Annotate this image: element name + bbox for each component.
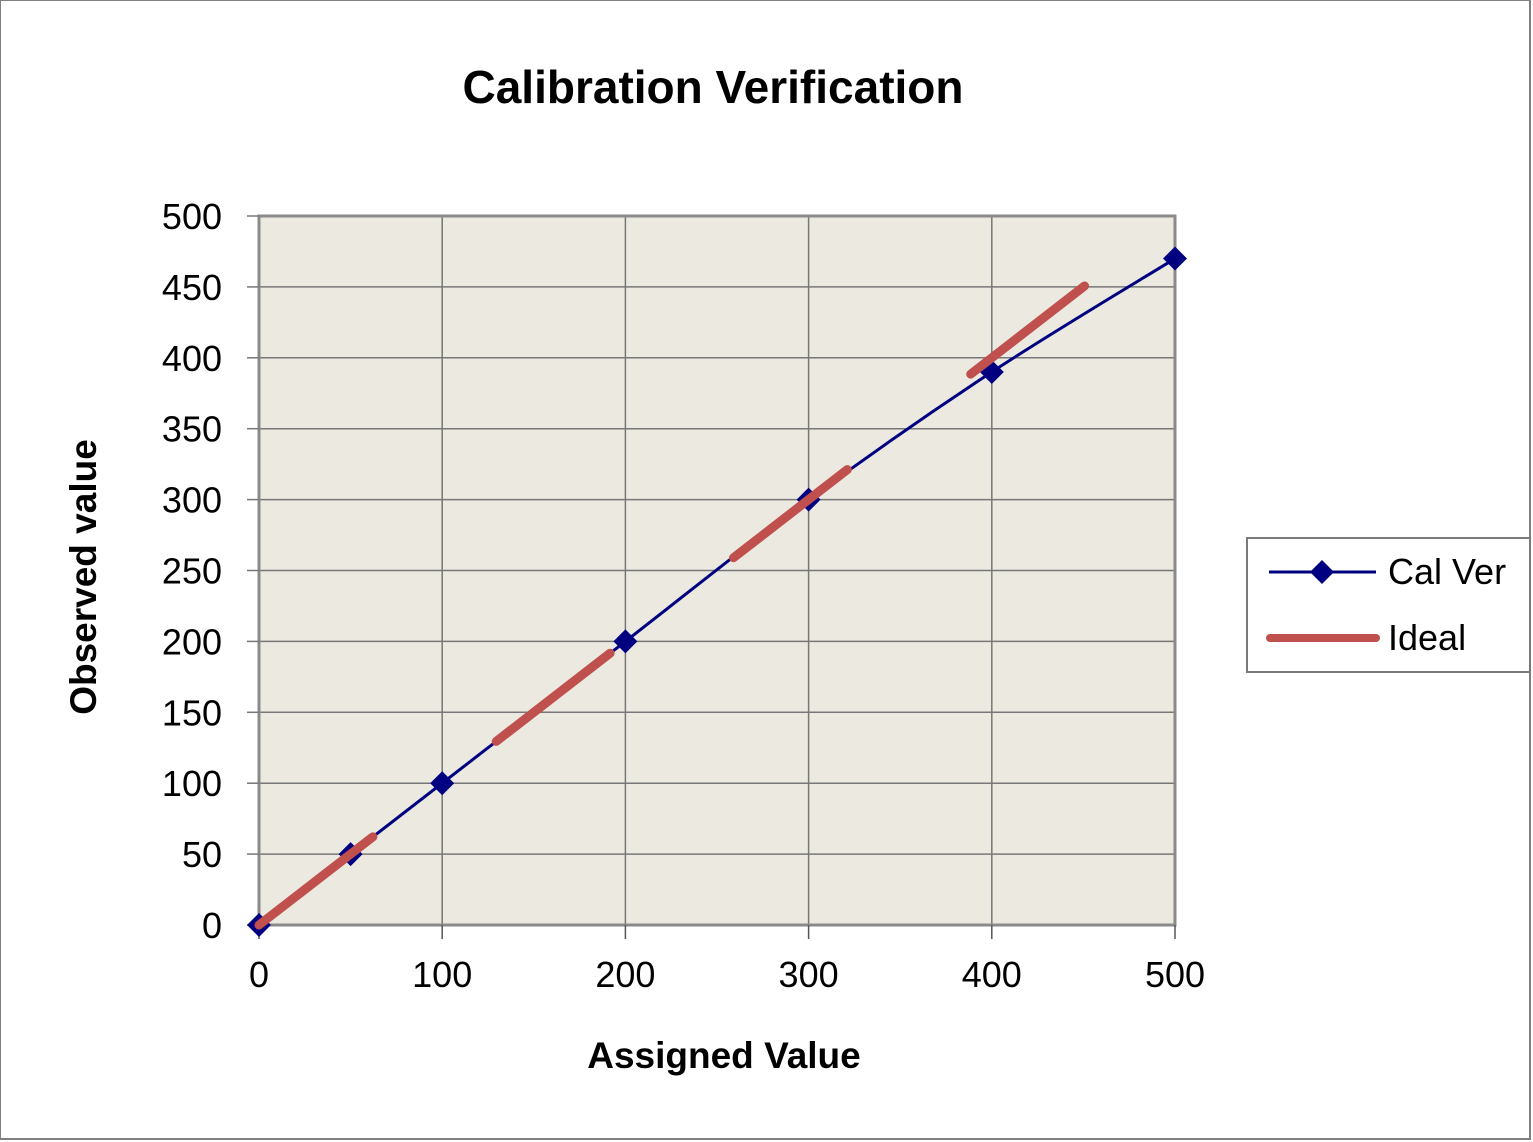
legend-item-cal-ver: Cal Ver xyxy=(1269,551,1506,592)
y-axis-ticks: 0 50 100 150 200 250 300 350 400 450 500 xyxy=(162,196,259,946)
diamond-marker-icon xyxy=(613,629,638,654)
y-tick-label: 0 xyxy=(202,905,222,946)
legend-label: Cal Ver xyxy=(1388,551,1506,592)
x-tick-label: 300 xyxy=(779,954,839,995)
legend-box xyxy=(1246,537,1531,673)
y-tick-label: 400 xyxy=(162,338,222,379)
x-tick-label: 100 xyxy=(412,954,472,995)
legend-label: Ideal xyxy=(1388,617,1466,658)
legend: Cal Ver Ideal xyxy=(1246,537,1531,673)
series-ideal xyxy=(254,211,1180,930)
chart-title: Calibration Verification xyxy=(463,61,964,113)
x-tick-label: 400 xyxy=(962,954,1022,995)
x-axis-title: Assigned Value xyxy=(587,1035,861,1076)
diamond-marker-icon xyxy=(1163,246,1187,271)
y-tick-label: 300 xyxy=(162,480,222,521)
y-tick-label: 500 xyxy=(162,196,222,237)
x-tick-label: 0 xyxy=(249,954,269,995)
y-axis-title: Observed value xyxy=(63,439,104,715)
ideal-line xyxy=(254,211,1180,930)
y-tick-label: 350 xyxy=(162,409,222,450)
y-tick-label: 50 xyxy=(182,834,222,875)
y-tick-label: 250 xyxy=(162,551,222,592)
diamond-marker-icon xyxy=(430,771,455,796)
x-tick-label: 200 xyxy=(595,954,655,995)
diamond-marker-icon xyxy=(1310,560,1334,584)
y-tick-label: 200 xyxy=(162,621,222,662)
y-tick-label: 450 xyxy=(162,267,222,308)
y-tick-label: 100 xyxy=(162,763,222,804)
x-axis-ticks: 0 100 200 300 400 500 xyxy=(249,925,1205,995)
x-tick-label: 500 xyxy=(1145,954,1205,995)
legend-item-ideal: Ideal xyxy=(1266,617,1466,658)
y-tick-label: 150 xyxy=(162,692,222,733)
gridlines xyxy=(259,216,1175,925)
